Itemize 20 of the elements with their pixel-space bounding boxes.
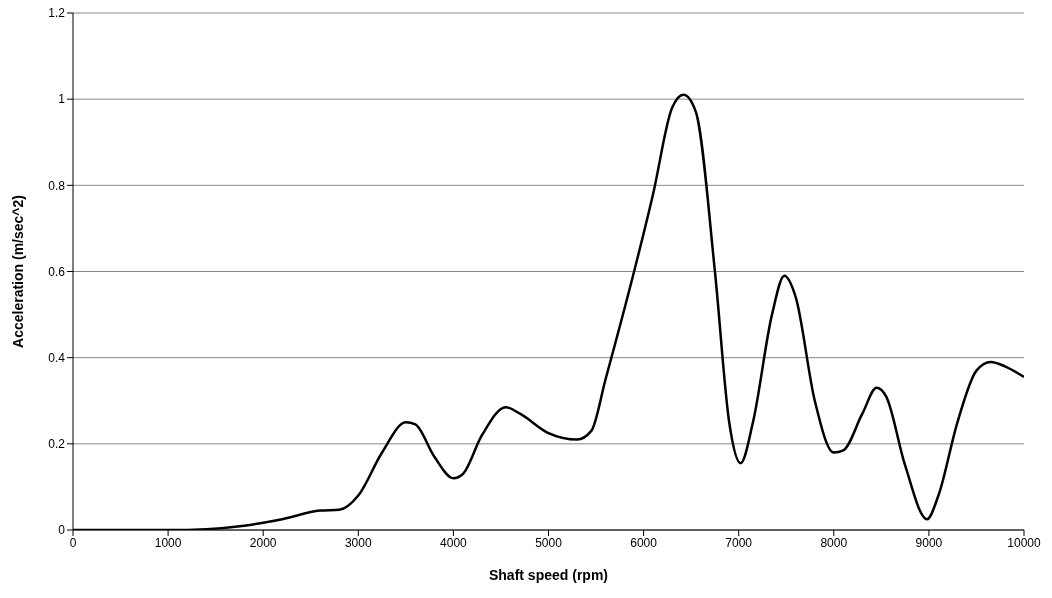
y-tick-label: 0.8 <box>48 178 66 193</box>
x-tick-label: 5000 <box>535 535 563 550</box>
x-tick-label: 7000 <box>725 535 753 550</box>
x-tick-label: 6000 <box>630 535 658 550</box>
x-tick-label: 0 <box>69 535 77 550</box>
y-tick-label: 0 <box>58 523 66 538</box>
x-tick-label: 3000 <box>344 535 372 550</box>
x-tick-label: 10000 <box>1007 535 1042 550</box>
y-tick-label: 0.4 <box>48 350 66 365</box>
y-axis-title: Acceleration (m/sec^2) <box>9 195 26 348</box>
x-tick-label: 9000 <box>915 535 943 550</box>
x-tick-label: 2000 <box>249 535 277 550</box>
y-tick-label: 1.2 <box>48 6 66 21</box>
x-tick-label: 8000 <box>820 535 848 550</box>
x-tick-label: 1000 <box>154 535 182 550</box>
y-tick-label: 0.2 <box>48 437 66 452</box>
x-tick-label: 4000 <box>440 535 468 550</box>
y-tick-label: 1 <box>58 92 66 107</box>
y-tick-label: 0.6 <box>48 264 66 279</box>
x-axis-title: Shaft speed (rpm) <box>488 567 609 583</box>
